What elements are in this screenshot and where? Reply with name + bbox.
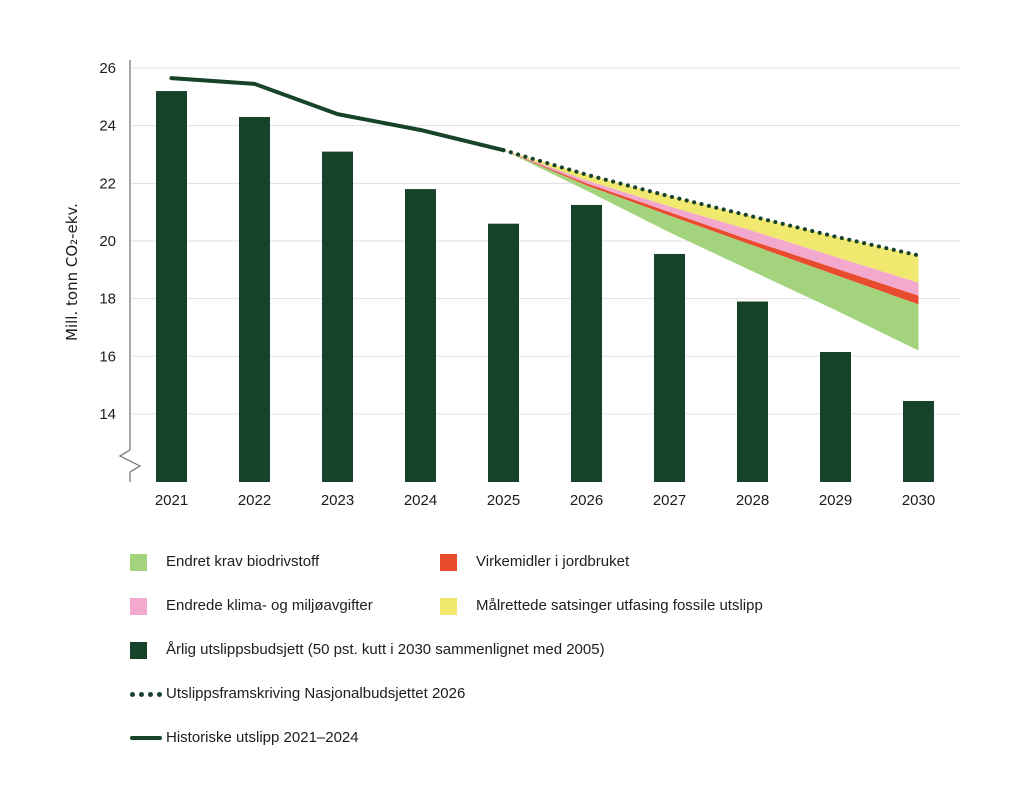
legend-row: Historiske utslipp 2021–2024	[130, 729, 990, 747]
y-tick-label: 16	[99, 348, 116, 365]
legend-label: Historiske utslipp 2021–2024	[166, 729, 359, 746]
band-endrede	[503, 150, 919, 296]
green-swatch-icon	[130, 553, 147, 571]
legend-item-historiske-utslipp: Historiske utslipp 2021–2024	[130, 729, 359, 747]
legend-row: Endret krav biodrivstoff Virkemidler i j…	[130, 553, 990, 571]
yellow-swatch-icon	[440, 597, 457, 615]
bar-2029	[820, 351, 851, 482]
solid-line-icon	[130, 736, 162, 740]
x-tick-label-2022: 2022	[238, 492, 271, 509]
projection-line	[501, 148, 921, 258]
x-tick-label-2026: 2026	[570, 492, 603, 509]
bar-2026	[571, 204, 602, 482]
y-axis-label: Mill. tonn CO₂-ekv.	[63, 203, 81, 341]
legend-item-virkemidler-jordbruket: Virkemidler i jordbruket	[440, 553, 629, 571]
y-tick-label: 20	[99, 233, 116, 250]
legend-label: Endrede klima- og miljøavgifter	[166, 597, 373, 614]
y-tick-label: 14	[99, 406, 116, 423]
legend-label: Utslippsframskriving Nasjonalbudsjettet …	[166, 685, 466, 702]
y-tick-label: 24	[99, 118, 116, 135]
bar-2027	[654, 253, 685, 482]
legend-label: Endret krav biodrivstoff	[166, 553, 320, 570]
legend-item-endrede-klima-miljoavgifter: Endrede klima- og miljøavgifter	[130, 597, 440, 615]
chart-canvas: Mill. tonn CO₂-ekv. 26 24 22 20 18 16 14 2021 20…	[63, 60, 960, 509]
x-tick-label-2028: 2028	[736, 492, 769, 509]
bar-2023	[322, 151, 353, 482]
legend: Endret krav biodrivstoff Virkemidler i j…	[130, 553, 990, 773]
y-tick-label: 22	[99, 175, 116, 192]
legend-item-utslippsframskriving: Utslippsframskriving Nasjonalbudsjettet …	[130, 685, 465, 703]
x-tick-label-2029: 2029	[819, 492, 852, 509]
legend-item-arlig-utslippsbudsjett: Årlig utslippsbudsjett (50 pst. kutt i 2…	[130, 641, 605, 659]
bar-2022	[239, 117, 270, 483]
dotted-line-icon	[130, 691, 135, 697]
dark-green-swatch-icon	[130, 641, 147, 659]
legend-label: Årlig utslippsbudsjett (50 pst. kutt i 2…	[166, 641, 605, 658]
bar-2021	[156, 91, 187, 483]
band-målrettede	[503, 150, 919, 283]
x-tick-label-2030: 2030	[902, 492, 935, 509]
legend-row: Utslippsframskriving Nasjonalbudsjettet …	[130, 685, 990, 703]
red-swatch-icon	[440, 553, 457, 571]
bar-2024	[405, 189, 436, 482]
legend-label: Virkemidler i jordbruket	[476, 553, 630, 570]
band-virkemidler	[503, 150, 919, 305]
x-tick-label-2024: 2024	[404, 492, 437, 509]
x-tick-label-2027: 2027	[653, 492, 686, 509]
y-tick-label: 18	[99, 291, 116, 308]
x-tick-label-2021: 2021	[155, 492, 188, 509]
legend-label: Målrettede satsinger utfasing fossile ut…	[476, 597, 763, 614]
legend-item-malrettede-satsinger: Målrettede satsinger utfasing fossile ut…	[440, 597, 763, 615]
band-endret	[503, 150, 919, 351]
y-tick-label: 26	[99, 60, 116, 77]
legend-item-endret-krav-biodrivstoff: Endret krav biodrivstoff	[130, 553, 440, 571]
legend-row: Årlig utslippsbudsjett (50 pst. kutt i 2…	[130, 641, 990, 659]
pink-swatch-icon	[130, 597, 147, 615]
bar-2025	[488, 223, 519, 482]
historical-line	[169, 76, 506, 153]
bar-2028	[737, 301, 768, 482]
axis-break-icon	[118, 449, 142, 473]
x-tick-label-2025: 2025	[487, 492, 520, 509]
x-tick-label-2023: 2023	[321, 492, 354, 509]
bar-2030	[903, 400, 934, 482]
legend-row: Endrede klima- og miljøavgifter Målrette…	[130, 597, 990, 615]
